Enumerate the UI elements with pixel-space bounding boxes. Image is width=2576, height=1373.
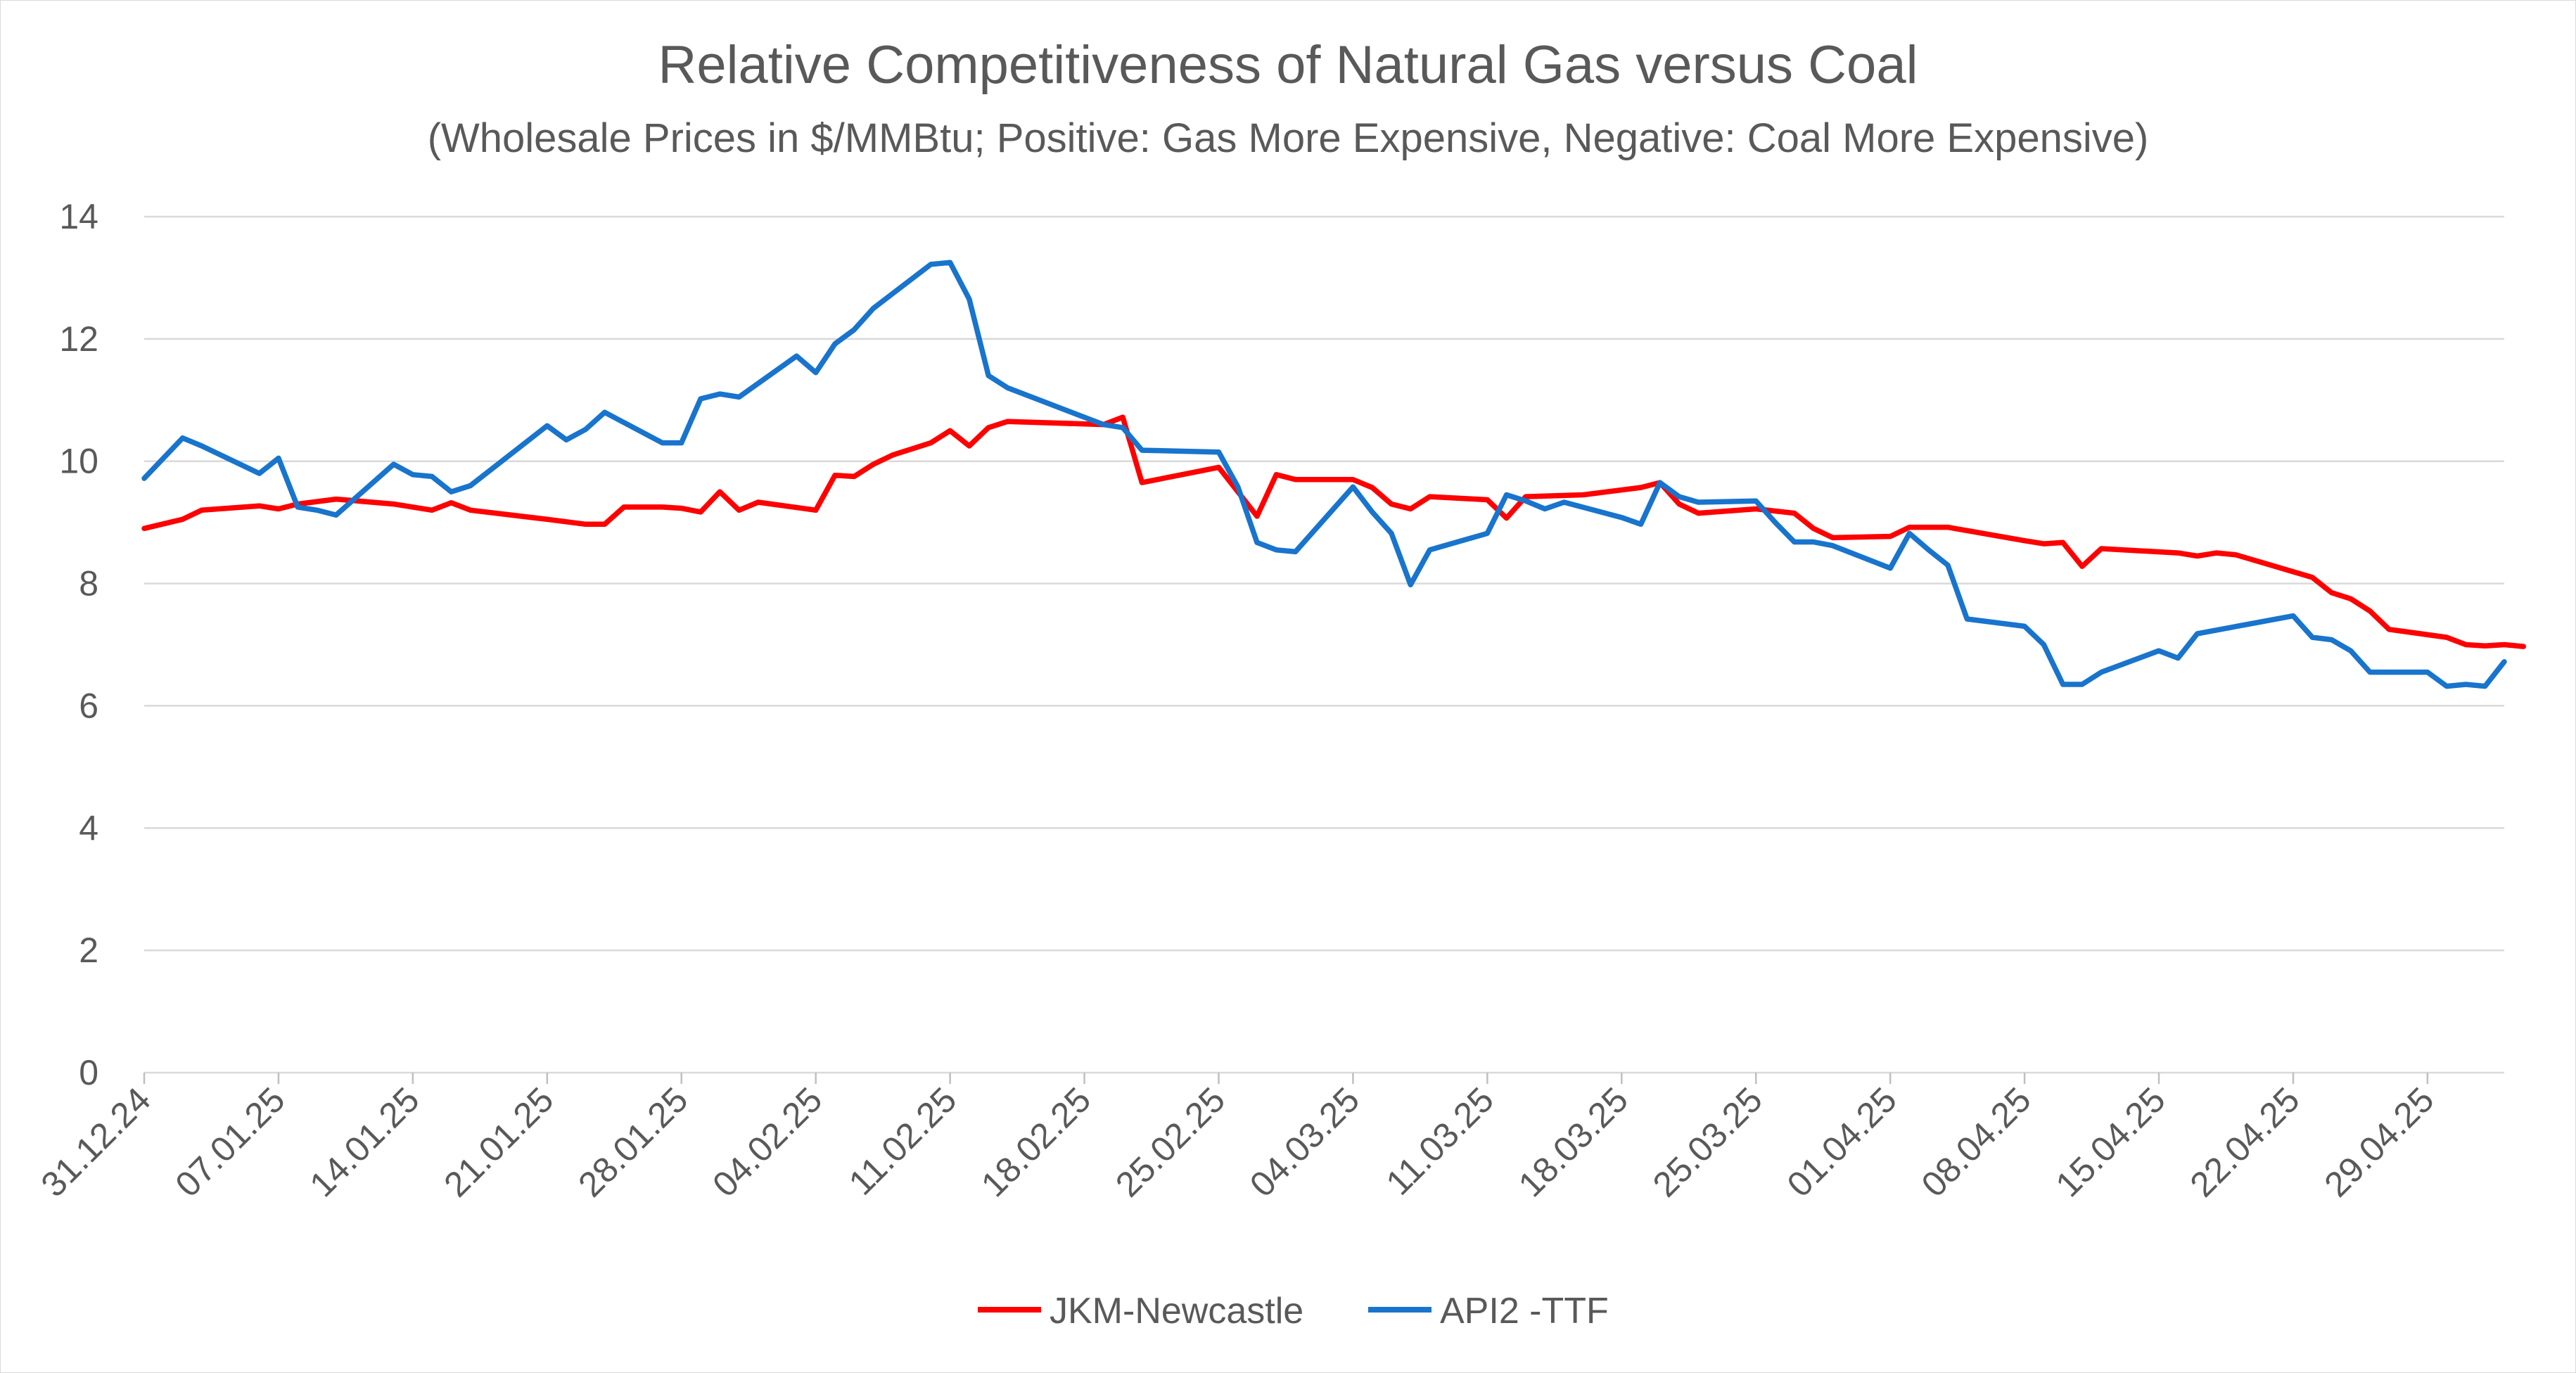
- y-tick-label-6: 6: [79, 686, 98, 725]
- x-tick-label: 25.02.25: [1108, 1080, 1232, 1204]
- x-tick-label: 14.01.25: [302, 1080, 426, 1204]
- x-tick-label: 22.04.25: [2183, 1080, 2307, 1204]
- x-tick-label: 18.02.25: [974, 1080, 1098, 1204]
- x-tick-label: 15.04.25: [2048, 1080, 2173, 1204]
- plot-area: [141, 260, 2527, 689]
- y-tick-label-2: 2: [79, 931, 98, 970]
- y-tick-label-0: 0: [79, 1053, 98, 1092]
- series-line-2: [141, 260, 2507, 689]
- x-tick-label: 11.03.25: [1379, 1080, 1502, 1203]
- x-tick-label: 31.12.24: [34, 1080, 158, 1204]
- x-tick-label: 08.04.25: [1914, 1080, 2039, 1204]
- y-tick-label-12: 12: [59, 319, 98, 359]
- x-tick-label: 04.02.25: [705, 1080, 829, 1204]
- y-axis: 0 2 4 6 8 10 12 14: [59, 197, 98, 1092]
- chart-title: Relative Competitiveness of Natural Gas …: [658, 35, 1918, 95]
- y-tick-label-10: 10: [59, 442, 98, 481]
- series-line-1: [141, 414, 2527, 649]
- gridlines: [144, 215, 2504, 952]
- y-tick-label-8: 8: [79, 564, 98, 604]
- x-tick-label: 11.02.25: [841, 1080, 964, 1203]
- x-tick-label: 21.01.25: [436, 1080, 561, 1204]
- x-tick-label: 25.03.25: [1645, 1080, 1770, 1204]
- legend-label-2: API2 -TTF: [1440, 1291, 1609, 1332]
- chart-subtitle: (Wholesale Prices in $/MMBtu; Positive: …: [428, 115, 2149, 161]
- x-tick-label: 28.01.25: [570, 1080, 695, 1204]
- x-tick-label: 29.04.25: [2316, 1080, 2441, 1204]
- y-tick-label-4: 4: [79, 808, 98, 848]
- x-tick-label: 07.01.25: [167, 1080, 292, 1204]
- legend-label-1: JKM-Newcastle: [1050, 1291, 1303, 1332]
- legend: JKM-Newcastle API2 -TTF: [978, 1291, 1609, 1332]
- x-axis: 31.12.24 07.01.25 14.01.25 21.01.25 28.01.25…: [34, 1071, 2504, 1204]
- x-tick-label: 18.03.25: [1511, 1080, 1635, 1204]
- x-tick-label: 01.04.25: [1780, 1080, 1904, 1204]
- y-tick-label-14: 14: [59, 197, 98, 236]
- x-tick-label: 04.03.25: [1242, 1080, 1367, 1204]
